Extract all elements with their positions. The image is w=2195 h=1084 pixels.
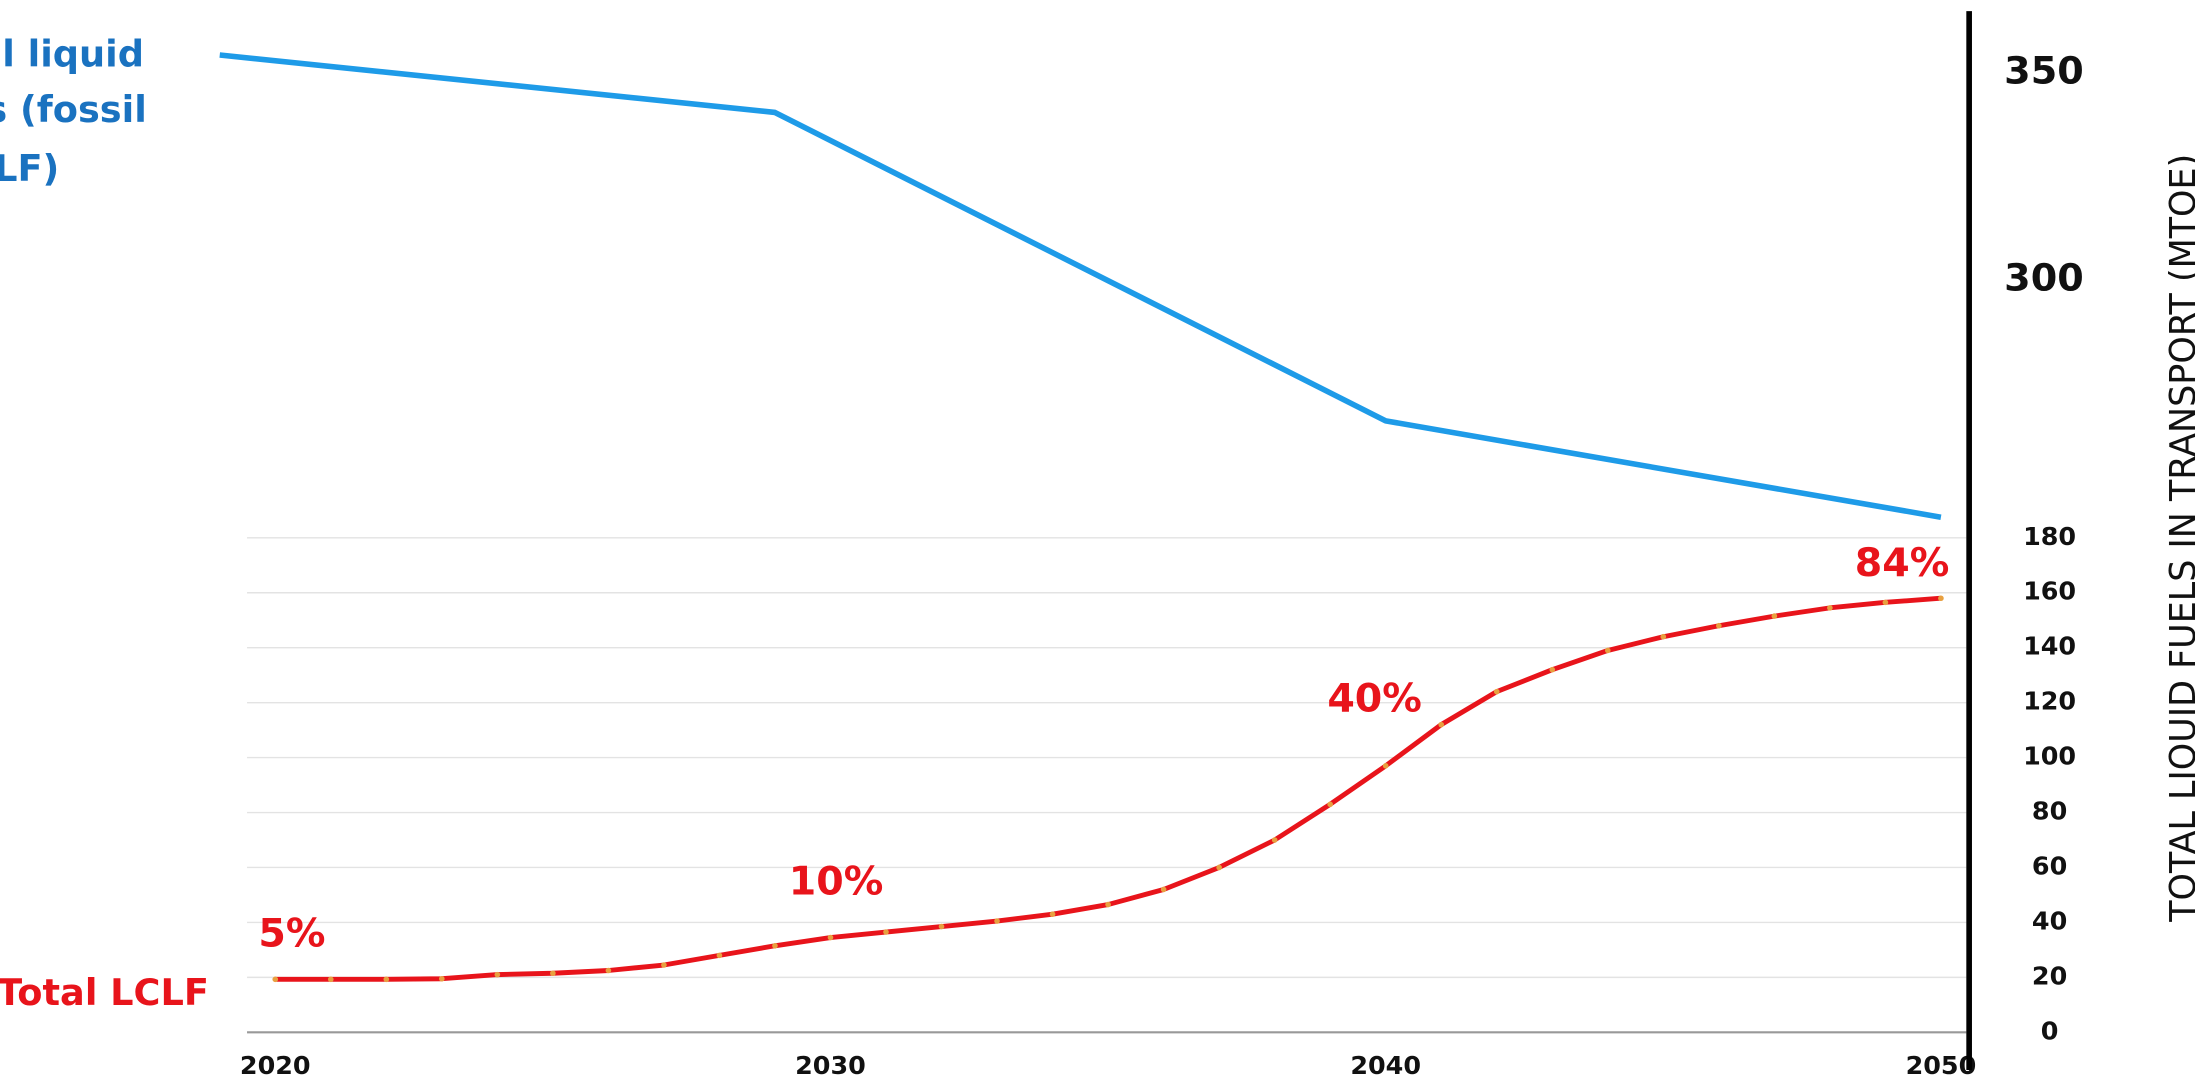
point <box>1049 911 1056 917</box>
point <box>1327 801 1333 808</box>
point <box>1160 886 1167 893</box>
point <box>716 952 723 959</box>
point <box>1938 595 1944 602</box>
point <box>1105 901 1111 908</box>
x-tick-label: 2020 <box>240 1051 311 1080</box>
y-tick-label: 80 <box>2032 797 2067 826</box>
series-label: LF) <box>0 147 59 190</box>
point <box>272 976 279 983</box>
point <box>772 942 778 949</box>
y-tick-label: 160 <box>2023 577 2076 606</box>
point <box>1882 599 1889 606</box>
x-tick-label: 2050 <box>1906 1051 1977 1080</box>
point <box>883 929 889 935</box>
y2-tick-label: 350 <box>2004 49 2084 93</box>
point <box>1549 666 1556 673</box>
y-tick-label: 120 <box>2023 687 2076 716</box>
point <box>994 918 1000 924</box>
y-tick-label: 0 <box>2041 1016 2059 1045</box>
point <box>1771 613 1778 619</box>
point <box>1604 647 1611 654</box>
data-annotation: 40% <box>1327 677 1422 722</box>
point <box>550 970 556 977</box>
y-tick-label: 140 <box>2023 632 2076 661</box>
x-tick-label: 2030 <box>795 1051 866 1080</box>
y-axis-title: TOTAL LIQUID FUELS IN TRANSPORT (MTOE) <box>2163 154 2195 923</box>
y-tick-label: 180 <box>2023 522 2076 551</box>
point <box>661 962 667 968</box>
point <box>1216 864 1222 871</box>
line-series <box>219 52 1942 520</box>
point <box>1382 763 1389 769</box>
data-annotation: 10% <box>789 860 884 905</box>
y-tick-label: 20 <box>2032 961 2067 990</box>
point <box>827 934 834 941</box>
y-tick-label: 100 <box>2023 742 2076 771</box>
y-tick-label: 40 <box>2032 907 2067 936</box>
point <box>605 967 612 974</box>
series-label: s (fossil <box>0 88 147 131</box>
point <box>1827 605 1833 611</box>
point <box>1716 622 1722 629</box>
series-label: Total LCLF <box>0 971 209 1014</box>
x-tick-label: 2040 <box>1350 1051 1421 1080</box>
point <box>1493 688 1500 695</box>
series-label: al liquid <box>0 32 144 75</box>
y2-tick-label: 300 <box>2004 256 2084 300</box>
point <box>439 975 445 982</box>
point <box>1660 633 1667 640</box>
point <box>494 971 501 978</box>
point <box>1271 837 1278 843</box>
data-annotation: 84% <box>1855 541 1950 586</box>
point <box>327 976 334 983</box>
point <box>938 923 945 930</box>
data-annotation: 5% <box>258 912 325 957</box>
point <box>383 976 390 983</box>
y-tick-label: 60 <box>2032 852 2067 881</box>
point <box>1438 721 1445 728</box>
